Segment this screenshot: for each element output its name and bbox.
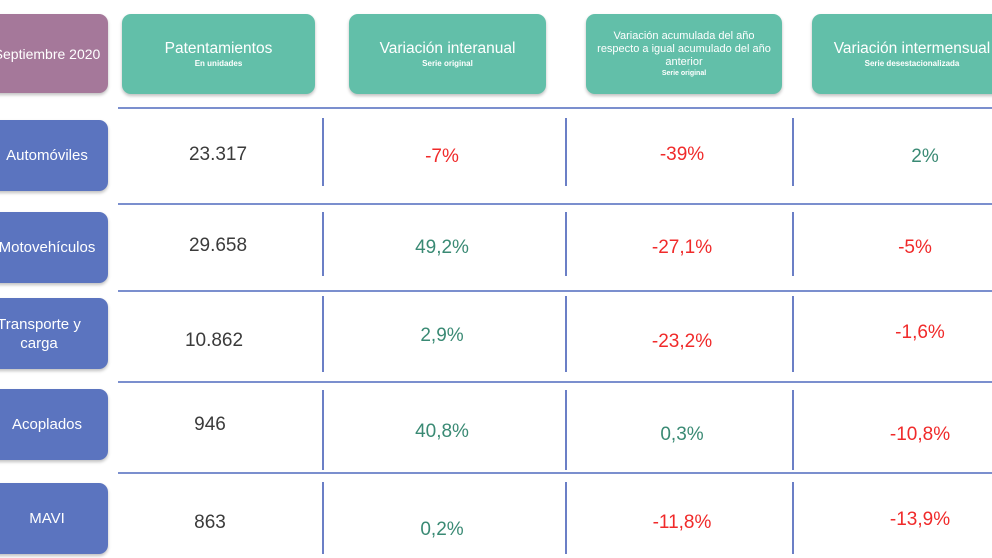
column-separator	[792, 296, 794, 372]
row-label-text: Automóviles	[6, 147, 88, 164]
cell-units: 10.862	[184, 330, 244, 351]
row-separator	[118, 290, 992, 292]
header-title: Variación interanual	[379, 39, 516, 57]
period-text: Septiembre 2020	[0, 45, 101, 62]
row-separator	[118, 107, 992, 109]
column-separator	[792, 212, 794, 276]
cell-yoy: 49,2%	[415, 237, 469, 258]
cell-ytd: -27,1%	[651, 237, 713, 258]
column-separator	[565, 212, 567, 276]
header-patentamientos: Patentamientos En unidades	[122, 14, 315, 94]
row-label-text: Transporte y carga	[0, 315, 81, 352]
column-separator	[322, 118, 324, 186]
header-title: Patentamientos	[164, 39, 273, 57]
cell-units: 863	[194, 512, 226, 533]
row-label-transporte-y-carga: Transporte y carga	[0, 298, 108, 369]
cell-mom: -1,6%	[895, 322, 945, 343]
header-subtitle: En unidades	[194, 58, 243, 68]
header-subtitle: Serie original	[422, 58, 473, 68]
row-label-acoplados: Acoplados	[0, 389, 108, 460]
row-separator	[118, 472, 992, 474]
row-separator	[118, 381, 992, 383]
column-separator	[565, 296, 567, 372]
header-subtitle: Serie original	[661, 69, 707, 77]
cell-mom: -5%	[898, 237, 932, 258]
cell-yoy: 40,8%	[415, 421, 469, 442]
row-label-text: Acoplados	[11, 416, 83, 433]
row-label-motovehiculos: Motovehículos	[0, 212, 108, 283]
row-separator	[118, 203, 992, 205]
column-separator	[565, 482, 567, 554]
column-separator	[792, 390, 794, 470]
row-label-text: MAVI	[29, 510, 65, 527]
column-separator	[322, 296, 324, 372]
cell-yoy: 0,2%	[420, 519, 464, 540]
cell-mom: 2%	[911, 146, 939, 167]
column-separator	[322, 212, 324, 276]
cell-units: 29.658	[188, 235, 248, 256]
cell-ytd: -39%	[659, 144, 705, 165]
header-variacion-interanual: Variación interanual Serie original	[349, 14, 546, 94]
column-separator	[322, 390, 324, 470]
header-title: Variación acumulada del año respecto a i…	[597, 29, 771, 68]
row-label-mavi: MAVI	[0, 483, 108, 554]
cell-yoy: -7%	[425, 146, 459, 167]
cell-mom: -13,9%	[889, 509, 951, 530]
period-label: Septiembre 2020	[0, 14, 108, 93]
cell-units: 23.317	[188, 144, 248, 165]
row-label-text: Motovehículos	[0, 239, 96, 256]
cell-units: 946	[194, 414, 226, 435]
column-separator	[792, 118, 794, 186]
header-variacion-acumulada: Variación acumulada del año respecto a i…	[586, 14, 782, 94]
column-separator	[322, 482, 324, 554]
column-separator	[565, 390, 567, 470]
row-label-automoviles: Automóviles	[0, 120, 108, 191]
header-variacion-intermensual: Variación intermensual Serie desestacion…	[812, 14, 992, 94]
cell-yoy: 2,9%	[420, 325, 464, 346]
cell-ytd: -23,2%	[651, 331, 713, 352]
cell-mom: -10,8%	[889, 424, 951, 445]
cell-ytd: 0,3%	[660, 424, 704, 445]
column-separator	[565, 118, 567, 186]
column-separator	[792, 482, 794, 554]
header-subtitle: Serie desestacionalizada	[864, 58, 960, 68]
cell-ytd: -11,8%	[652, 512, 712, 533]
header-title: Variación intermensual	[833, 39, 991, 57]
